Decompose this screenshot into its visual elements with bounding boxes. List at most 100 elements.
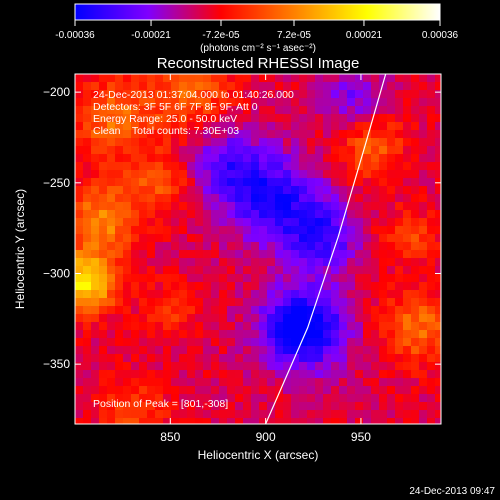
heatmap-cell [291,202,299,210]
heatmap-cell [331,266,339,274]
heatmap-cell [107,162,115,170]
heatmap-cell [139,378,147,386]
heatmap-cell [355,226,363,234]
heatmap-cell [211,274,219,282]
heatmap-cell [203,250,211,258]
heatmap-cell [395,202,403,210]
heatmap-cell [83,298,91,306]
heatmap-cell [227,218,235,226]
heatmap-cell [275,186,283,194]
heatmap-cell [251,90,259,98]
heatmap-cell [299,202,307,210]
heatmap-cell [83,202,91,210]
heatmap-cell [411,346,419,354]
heatmap-cell [99,122,107,130]
x-tick-label: 850 [160,430,180,444]
heatmap-cell [387,138,395,146]
heatmap-cell [339,306,347,314]
heatmap-cell [163,74,171,82]
heatmap-cell [435,266,441,274]
heatmap-cell [427,322,435,330]
heatmap-cell [147,186,155,194]
heatmap-cell [139,306,147,314]
heatmap-cell [379,258,387,266]
heatmap-cell [147,138,155,146]
heatmap-cell [219,338,227,346]
heatmap-cell [419,226,427,234]
heatmap-cell [411,258,419,266]
heatmap-cell [379,402,387,410]
heatmap-cell [179,98,187,106]
heatmap-cell [291,362,299,370]
heatmap-cell [275,322,283,330]
heatmap-cell [211,138,219,146]
heatmap-cell [251,210,259,218]
heatmap-cell [403,330,411,338]
heatmap-cell [259,250,267,258]
heatmap-cell [115,154,123,162]
heatmap-cell [419,258,427,266]
heatmap-cell [419,98,427,106]
heatmap-cell [147,250,155,258]
heatmap-cell [227,234,235,242]
heatmap-cell [115,162,123,170]
heatmap-cell [187,186,195,194]
heatmap-cell [323,258,331,266]
heatmap-cell [203,218,211,226]
heatmap-cell [267,266,275,274]
heatmap-cell [387,226,395,234]
heatmap-cell [283,90,291,98]
heatmap-cell [347,74,355,82]
heatmap-cell [75,106,83,114]
heatmap-cell [99,386,107,394]
heatmap-cell [315,226,323,234]
heatmap-cell [219,370,227,378]
heatmap-cell [187,322,195,330]
heatmap-cell [331,410,339,418]
heatmap-cell [107,138,115,146]
y-tick-label: −300 [43,266,70,280]
heatmap-cell [155,154,163,162]
heatmap-cell [115,338,123,346]
heatmap-cell [403,338,411,346]
heatmap-cell [163,114,171,122]
heatmap-cell [347,250,355,258]
heatmap-cell [115,250,123,258]
heatmap-cell [179,210,187,218]
heatmap-cell [219,354,227,362]
heatmap-cell [435,258,441,266]
heatmap-cell [219,130,227,138]
heatmap-cell [171,346,179,354]
heatmap-cell [307,282,315,290]
heatmap-cell [331,330,339,338]
heatmap-cell [251,154,259,162]
heatmap-cell [411,274,419,282]
heatmap-cell [227,210,235,218]
heatmap-cell [219,362,227,370]
heatmap-cell [411,106,419,114]
heatmap-cell [163,322,171,330]
heatmap-cell [299,122,307,130]
heatmap-cell [179,402,187,410]
heatmap-cell [403,274,411,282]
heatmap-cell [435,242,441,250]
heatmap-cell [259,170,267,178]
heatmap-cell [395,378,403,386]
heatmap-cell [227,394,235,402]
heatmap-cell [379,130,387,138]
heatmap-cell [315,218,323,226]
heatmap-cell [347,362,355,370]
heatmap-cell [99,378,107,386]
heatmap-cell [75,354,83,362]
heatmap-cell [427,146,435,154]
heatmap-cell [355,410,363,418]
heatmap-cell [219,210,227,218]
heatmap-cell [99,74,107,82]
heatmap-cell [75,194,83,202]
heatmap-cell [411,298,419,306]
heatmap-cell [123,106,131,114]
heatmap-cell [131,154,139,162]
heatmap-cell [91,386,99,394]
heatmap-cell [331,202,339,210]
heatmap-cell [411,162,419,170]
